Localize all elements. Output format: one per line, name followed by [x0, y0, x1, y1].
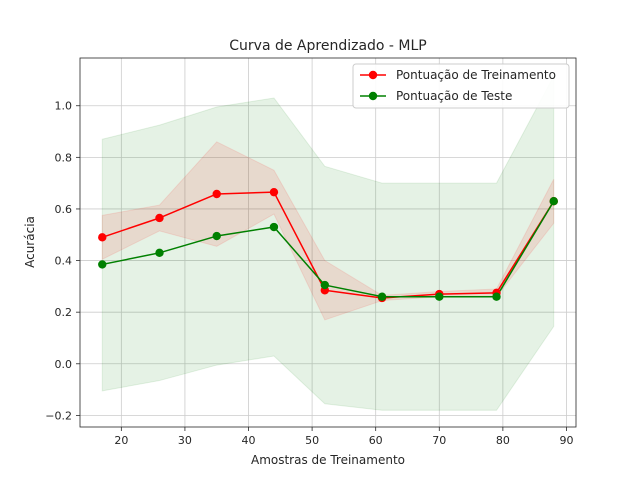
y-tick-label: −0.2: [45, 409, 72, 422]
data-point-test: [269, 222, 279, 232]
y-tick-label: 0.4: [55, 255, 73, 268]
x-tick-label: 20: [114, 434, 128, 447]
x-tick-label: 60: [369, 434, 383, 447]
x-tick-label: 80: [496, 434, 510, 447]
y-tick-label: 0.6: [55, 203, 73, 216]
x-tick-label: 90: [559, 434, 573, 447]
data-point-train: [98, 233, 107, 242]
data-point-test: [320, 280, 330, 290]
data-point-test: [549, 197, 558, 206]
x-tick-label: 70: [432, 434, 446, 447]
y-tick-label: 0.0: [55, 358, 73, 371]
plot-frame: [79, 57, 577, 428]
chart-title: Curva de Aprendizado - MLP: [229, 38, 427, 54]
data-point-train: [269, 187, 279, 197]
data-point-test: [98, 260, 107, 269]
legend-marker-train: [368, 70, 378, 80]
x-tick-label: 50: [305, 434, 319, 447]
data-point-test: [492, 292, 501, 301]
y-tick-label: 0.8: [55, 151, 73, 164]
x-axis-label: Amostras de Treinamento: [251, 453, 405, 467]
data-point-train: [212, 189, 221, 199]
data-point-test: [155, 248, 164, 258]
data-point-test: [212, 231, 221, 241]
legend-label-test: Pontuação de Teste: [396, 89, 512, 103]
legend-label-train: Pontuação de Treinamento: [396, 68, 556, 82]
data-point-train: [155, 213, 164, 223]
data-point-test: [377, 292, 387, 301]
legend-marker-test: [368, 91, 378, 101]
confidence-band-test: [101, 75, 555, 411]
data-point-test: [435, 292, 444, 301]
confidence-band-train: [101, 141, 555, 321]
y-axis-label: Acurácia: [23, 216, 37, 268]
legend: Pontuação de Treinamento Pontuação de Tes…: [352, 63, 570, 109]
x-tick-label: 30: [178, 434, 192, 447]
y-tick-label: 0.2: [55, 306, 73, 319]
x-tick-label: 40: [242, 434, 256, 447]
legend-box: [352, 63, 570, 109]
y-tick-label: 1.0: [55, 100, 73, 113]
